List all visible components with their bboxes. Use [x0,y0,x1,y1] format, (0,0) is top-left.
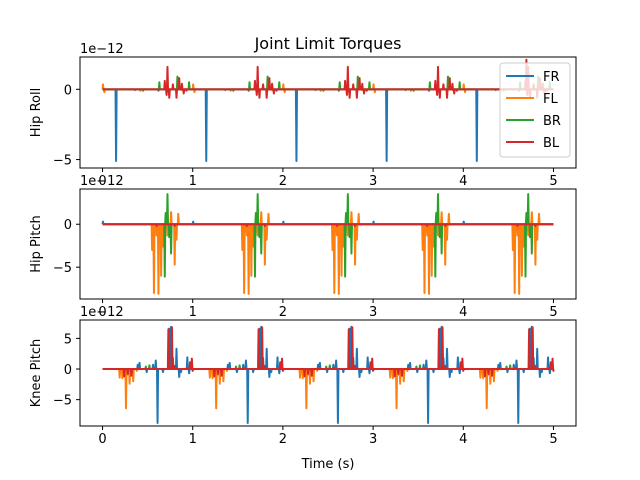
series-line-bl [102,223,554,227]
y-offset-label: 1e−12 [80,305,124,320]
x-tick-label: 3 [369,432,377,447]
x-tick-label: 5 [549,305,557,320]
y-tick-label: 0 [64,363,72,378]
legend: FR FL BR BL [499,62,571,158]
x-tick-label: 4 [459,305,467,320]
y-tick-label: 0 [64,83,72,98]
legend-label-br: BR [543,114,561,129]
y-tick-label: −5 [53,394,72,409]
x-tick-label: 1 [189,174,197,189]
y-tick-label: 0 [64,218,72,233]
series-line-fr [102,325,554,424]
axes-frame [79,319,577,427]
x-tick-label: 0 [98,174,106,189]
plot-lines [101,193,554,295]
legend-box [499,62,571,158]
legend-label-bl: BL [543,136,560,151]
x-tick-label: 5 [549,174,557,189]
axes-frame [79,188,577,300]
x-tick-label: 4 [459,174,467,189]
x-tick-label: 2 [279,174,287,189]
y-tick-label: −5 [53,261,72,276]
subplot-hip-roll: 0 1 2 3 4 5 −5 0 Hip Roll 1e−12 FR FL BR BL [29,42,577,189]
legend-label-fr: FR [543,70,560,85]
x-tick-label: 1 [189,305,197,320]
x-tick-label: 5 [549,432,557,447]
series-line-bl [102,326,555,378]
series-line-fl [102,211,554,295]
chart-title: Joint Limit Torques [254,34,402,53]
y-tick-label: −5 [53,154,72,169]
plot-lines [102,325,555,424]
x-tick-label: 3 [369,305,377,320]
y-axis-label: Hip Pitch [29,215,44,272]
x-tick-label: 4 [459,432,467,447]
x-tick-label: 1 [189,432,197,447]
x-tick-label: 3 [369,174,377,189]
y-axis-label: Hip Roll [29,88,44,137]
y-offset-label: 1e−12 [80,42,124,57]
subplot-knee-pitch: 0 1 2 3 4 5 −5 0 5 Knee Pitch 1e−12 [29,305,577,447]
x-tick-label: 2 [279,305,287,320]
y-tick-label: 5 [64,332,72,347]
x-axis-label: Time (s) [301,457,355,472]
subplots: 0 1 2 3 4 5 −5 0 Hip Roll 1e−12 FR FL BR BL 0 1 2 3 4 5 −5 0 H… [29,42,577,447]
x-tick-label: 0 [98,432,106,447]
x-tick-label: 2 [279,432,287,447]
axes-frame [79,56,577,169]
y-axis-label: Knee Pitch [29,339,44,408]
subplot-hip-pitch: 0 1 2 3 4 5 −5 0 Hip Pitch 1e−12 [29,174,577,320]
y-offset-label: 1e−12 [80,174,124,189]
legend-label-fl: FL [543,92,558,107]
x-tick-label: 0 [98,305,106,320]
